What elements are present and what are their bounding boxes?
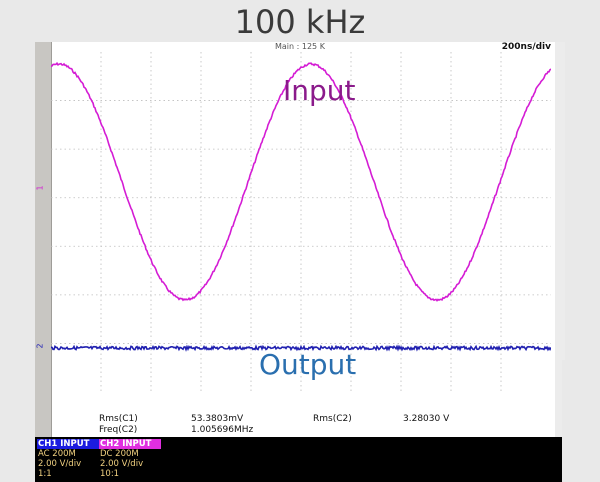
ch2-scale: 2.00 V/div bbox=[100, 459, 144, 469]
channel-status-bar: CH1 INPUT AC 200M 2.00 V/div 1:1 CH2 INP… bbox=[35, 437, 565, 482]
right-edge-bar bbox=[555, 42, 565, 437]
timebase-label: Main : 125 K bbox=[275, 42, 325, 51]
ch2-settings-box[interactable]: CH2 INPUT DC 200M 2.00 V/div 10:1 bbox=[99, 439, 161, 479]
ch2-coupling: DC 200M bbox=[100, 449, 139, 459]
oscilloscope-screen: 1 2 Main : 125 K 200ns/div Input Output … bbox=[35, 42, 565, 482]
ch1-header: CH1 INPUT bbox=[37, 439, 99, 449]
ch1-coupling: AC 200M bbox=[38, 449, 76, 459]
rms-c2-label: Rms(C2) bbox=[313, 414, 352, 424]
rms-c1-value: 53.3803mV bbox=[191, 414, 244, 424]
waveform-grid bbox=[51, 52, 551, 392]
input-label: Input bbox=[283, 74, 356, 107]
channel-offset-bar: 1 2 bbox=[35, 42, 52, 437]
ch1-probe: 1:1 bbox=[38, 469, 52, 479]
rms-c1-label: Rms(C1) bbox=[99, 414, 138, 424]
ch1-scale: 2.00 V/div bbox=[38, 459, 82, 469]
ch2-probe: 10:1 bbox=[100, 469, 120, 479]
page-title: 100 kHz bbox=[234, 3, 366, 41]
side-rail bbox=[562, 360, 600, 482]
output-waveform bbox=[51, 344, 551, 352]
output-label: Output bbox=[259, 348, 357, 381]
ch2-header: CH2 INPUT bbox=[99, 439, 161, 449]
rms-c2-value: 3.28030 V bbox=[403, 414, 450, 424]
ch1-settings-box[interactable]: CH1 INPUT AC 200M 2.00 V/div 1:1 bbox=[37, 439, 99, 479]
freq-c2-value: 1.005696MHz bbox=[191, 425, 254, 435]
freq-c2-label: Freq(C2) bbox=[99, 425, 138, 435]
time-per-div-readout: 200ns/div bbox=[501, 42, 551, 52]
ch2-offset-marker[interactable]: 2 bbox=[35, 343, 45, 349]
ch1-offset-marker[interactable]: 1 bbox=[35, 185, 45, 191]
input-waveform bbox=[51, 61, 551, 302]
